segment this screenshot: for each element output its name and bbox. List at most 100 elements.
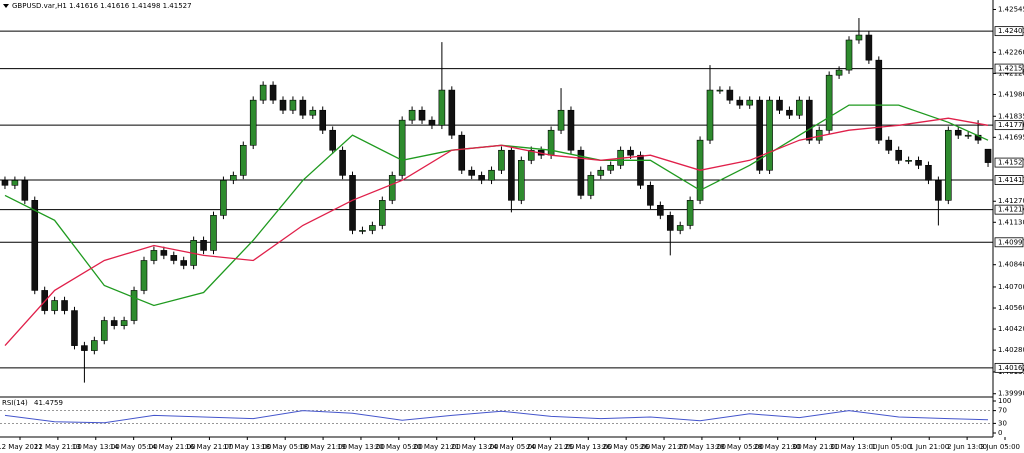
candle-body <box>309 109 317 116</box>
candle-body <box>160 250 168 256</box>
x-tick-label: 16 May 21:00 <box>185 443 233 451</box>
x-tick-label: 26 May 05:00 <box>602 443 650 451</box>
x-tick-label: 14 May 21:00 <box>148 443 196 451</box>
candle-body <box>875 59 883 141</box>
candle-body <box>676 225 684 231</box>
candle-body <box>756 99 763 171</box>
x-tick-label: 18 May 21:00 <box>299 443 347 451</box>
x-tick-label: 27 May 13:00 <box>678 443 726 451</box>
level-label-box <box>994 175 1024 185</box>
candle-body <box>627 149 634 156</box>
candle-body <box>508 149 515 201</box>
candle-body <box>686 200 694 226</box>
candle-body <box>279 99 287 111</box>
x-tick-label: 13 May 13:00 <box>72 443 120 451</box>
candle-body <box>220 180 227 216</box>
candle-body <box>11 180 19 186</box>
candle-body <box>577 149 585 196</box>
y-tick-label: 1.41695 <box>998 133 1024 141</box>
y-tick-label: 1.42545 <box>998 5 1024 13</box>
rsi-tick-label: 0 <box>998 429 1002 437</box>
x-tick-label: 26 May 21:00 <box>640 443 688 451</box>
candle-body <box>339 149 346 176</box>
candle-body <box>915 160 922 166</box>
level-label-box <box>994 362 1024 373</box>
x-tick-label: 28 May 21:00 <box>754 443 802 451</box>
x-tick-label: 31 May 13:00 <box>829 443 877 451</box>
x-tick-label: 14 May 05:00 <box>110 443 158 451</box>
candle-body <box>458 134 466 171</box>
x-tick-label: 1 Jun 21:00 <box>909 443 949 451</box>
candle-body <box>359 230 366 232</box>
level-label-box <box>994 120 1024 131</box>
candle-body <box>805 99 813 141</box>
rsi-tick-label: 70 <box>998 407 1007 415</box>
y-tick-label: 1.41130 <box>998 218 1024 226</box>
candle-body <box>964 134 972 137</box>
candle-body <box>945 129 952 201</box>
candle-body <box>388 175 396 201</box>
candle-body <box>61 300 68 311</box>
x-tick-label: 18 May 05:00 <box>261 443 309 451</box>
candle-body <box>637 154 644 186</box>
candle-body <box>319 109 327 131</box>
x-tick-label: 20 May 05:00 <box>375 443 423 451</box>
candle-body <box>259 84 267 101</box>
candle-body <box>130 290 138 321</box>
candle-body <box>140 260 148 291</box>
y-tick-label: 1.40848 <box>998 261 1024 269</box>
candle-body <box>954 129 962 136</box>
candle-body <box>379 200 386 226</box>
candle-body <box>935 180 942 201</box>
candle-body <box>51 300 58 311</box>
candle-body <box>845 39 853 71</box>
candle-body <box>925 164 932 181</box>
x-tick-label: 3 Jun 05:00 <box>980 443 1020 451</box>
x-tick-label: 25 May 13:00 <box>564 443 612 451</box>
y-tick-label: 1.42260 <box>998 48 1024 56</box>
rsi-tick-label: 30 <box>998 419 1007 427</box>
x-tick-label: 28 May 05:00 <box>716 443 764 451</box>
candle-body <box>567 109 575 151</box>
candle-body <box>230 175 237 181</box>
candle-body <box>786 109 793 116</box>
candle-body <box>100 320 108 341</box>
candle-body <box>448 89 456 136</box>
y-tick-label: 1.41270 <box>998 197 1024 205</box>
y-tick-label: 1.40420 <box>998 325 1024 333</box>
candle-body <box>706 89 714 141</box>
moving-average <box>4 117 989 347</box>
title-icon <box>3 4 9 8</box>
candle-body <box>180 260 188 266</box>
candle-body <box>746 99 754 106</box>
x-tick-label: 21 May 13:00 <box>451 443 499 451</box>
x-tick-label: 2 Jun 13:00 <box>947 443 987 451</box>
rsi-line <box>4 410 989 424</box>
rsi-value: 41.4759 <box>34 399 63 407</box>
candle-body <box>488 169 495 181</box>
candle-body <box>110 320 118 326</box>
level-label-box <box>994 204 1024 215</box>
level-label-box <box>994 237 1024 248</box>
candle-body <box>170 255 178 261</box>
candle-body <box>438 89 446 126</box>
candle-body <box>666 215 674 231</box>
candle-body <box>31 200 39 291</box>
candle-body <box>855 34 863 41</box>
y-tick-label: 1.40280 <box>998 346 1024 354</box>
candle-body <box>349 175 356 231</box>
candle-body <box>299 99 307 116</box>
candle-body <box>796 99 803 116</box>
level-label: 1.40997 <box>998 238 1024 246</box>
candle-body <box>885 139 893 151</box>
y-tick-label: 1.41980 <box>998 90 1024 98</box>
candle-body <box>587 175 595 196</box>
candle-body <box>408 109 416 121</box>
level-label: 1.42152 <box>998 65 1024 73</box>
y-tick-label: 1.39990 <box>998 390 1024 398</box>
candle-body <box>1 180 9 186</box>
candle-body <box>736 99 744 106</box>
